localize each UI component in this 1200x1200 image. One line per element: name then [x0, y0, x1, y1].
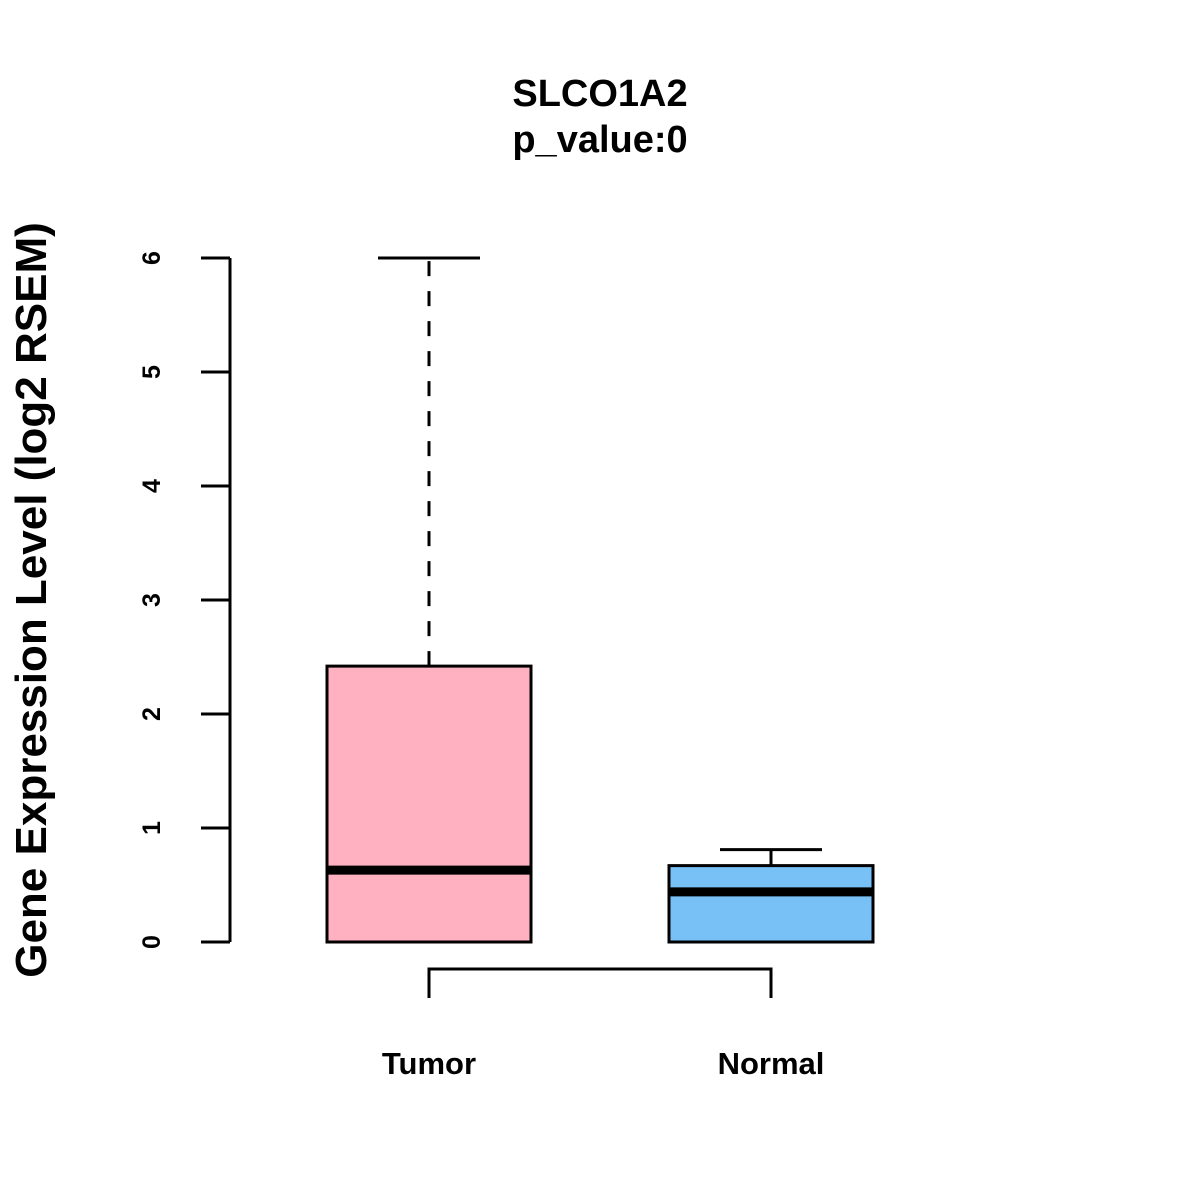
chart-subtitle: p_value:0 — [512, 119, 687, 161]
box-body — [325, 664, 533, 944]
category-labels: Tumor Normal — [382, 1046, 824, 1081]
comparison-bracket — [427, 967, 773, 998]
y-axis: 0 1 2 3 4 5 6 — [138, 251, 232, 949]
bracket-line — [427, 967, 773, 998]
y-tick-label: 2 — [138, 707, 166, 721]
box-body — [667, 864, 875, 944]
y-tick-label: 5 — [138, 365, 166, 379]
box-normal — [667, 848, 875, 944]
y-axis-label: Gene Expression Level (log2 RSEM) — [7, 222, 56, 978]
category-label-normal: Normal — [718, 1046, 825, 1081]
boxes — [325, 256, 875, 944]
category-label-tumor: Tumor — [382, 1046, 476, 1081]
box-tumor — [325, 256, 533, 944]
y-tick-label: 4 — [138, 479, 166, 493]
y-tick-label: 6 — [138, 251, 166, 265]
y-tick-label: 3 — [138, 593, 166, 607]
y-tick-label: 1 — [138, 821, 166, 835]
y-tick-label: 0 — [138, 935, 166, 949]
chart-title: SLCO1A2 — [512, 73, 687, 115]
